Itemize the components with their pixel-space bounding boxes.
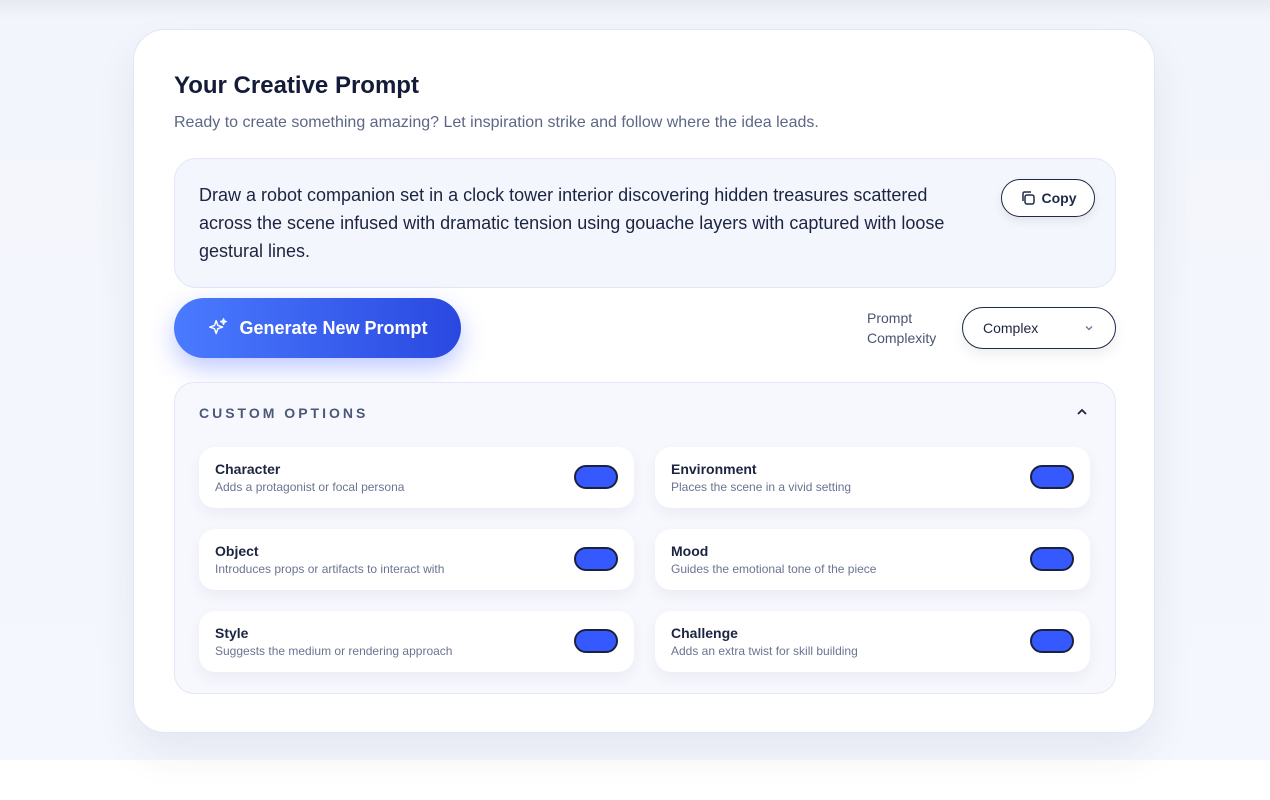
subtitle: Ready to create something amazing? Let i… <box>174 114 819 131</box>
option-toggle[interactable] <box>1030 629 1074 653</box>
option-toggle[interactable] <box>1030 465 1074 489</box>
copy-label: Copy <box>1041 190 1077 206</box>
option-title: Character <box>215 461 281 477</box>
option-title: Style <box>215 625 249 641</box>
option-title: Object <box>215 543 259 559</box>
chevron-up-icon[interactable] <box>1075 405 1089 419</box>
generate-label: Generate New Prompt <box>239 317 428 338</box>
option-environment: Environment Places the scene in a vivid s… <box>655 447 1090 508</box>
chevron-down-icon <box>1085 326 1093 331</box>
complexity-label: Prompt Complexity <box>867 310 937 346</box>
option-toggle[interactable] <box>574 629 618 653</box>
sparkles-icon <box>209 318 228 335</box>
copy-button[interactable]: Copy <box>1001 179 1095 217</box>
option-toggle[interactable] <box>574 465 618 489</box>
complexity-select[interactable]: Complex <box>962 307 1116 349</box>
option-title: Challenge <box>671 625 738 641</box>
option-character: Character Adds a protagonist or focal per… <box>199 447 634 508</box>
option-desc: Introduces props or artifacts to interac… <box>215 562 445 576</box>
page-title: Your Creative Prompt <box>174 72 419 99</box>
option-desc: Suggests the medium or rendering approac… <box>215 644 453 658</box>
option-challenge: Challenge Adds an extra twist for skill b… <box>655 611 1090 672</box>
option-object: Object Introduces props or artifacts to i… <box>199 529 634 590</box>
prompt-text: Draw a robot companion set in a clock to… <box>174 158 1116 288</box>
option-toggle[interactable] <box>1030 547 1074 571</box>
option-title: Mood <box>671 543 709 559</box>
custom-options-panel: CUSTOM OPTIONS Character Adds a protagoni… <box>174 382 1116 694</box>
option-mood: Mood Guides the emotional tone of the pie… <box>655 529 1090 590</box>
option-title: Environment <box>671 461 757 477</box>
generate-new-prompt-button[interactable]: Generate New Prompt <box>174 298 461 358</box>
custom-options-title: CUSTOM OPTIONS <box>199 405 369 421</box>
option-style: Style Suggests the medium or rendering ap… <box>199 611 634 672</box>
option-desc: Adds a protagonist or focal persona <box>215 480 405 494</box>
options-grid: Character Adds a protagonist or focal per… <box>199 447 1090 672</box>
option-desc: Guides the emotional tone of the piece <box>671 562 877 576</box>
option-desc: Places the scene in a vivid setting <box>671 480 852 494</box>
copy-icon <box>1021 191 1035 205</box>
option-desc: Adds an extra twist for skill building <box>671 644 858 658</box>
option-toggle[interactable] <box>574 547 618 571</box>
prompt-card: Your Creative Prompt Ready to create som… <box>133 29 1155 733</box>
complexity-value: Complex <box>983 320 1039 336</box>
